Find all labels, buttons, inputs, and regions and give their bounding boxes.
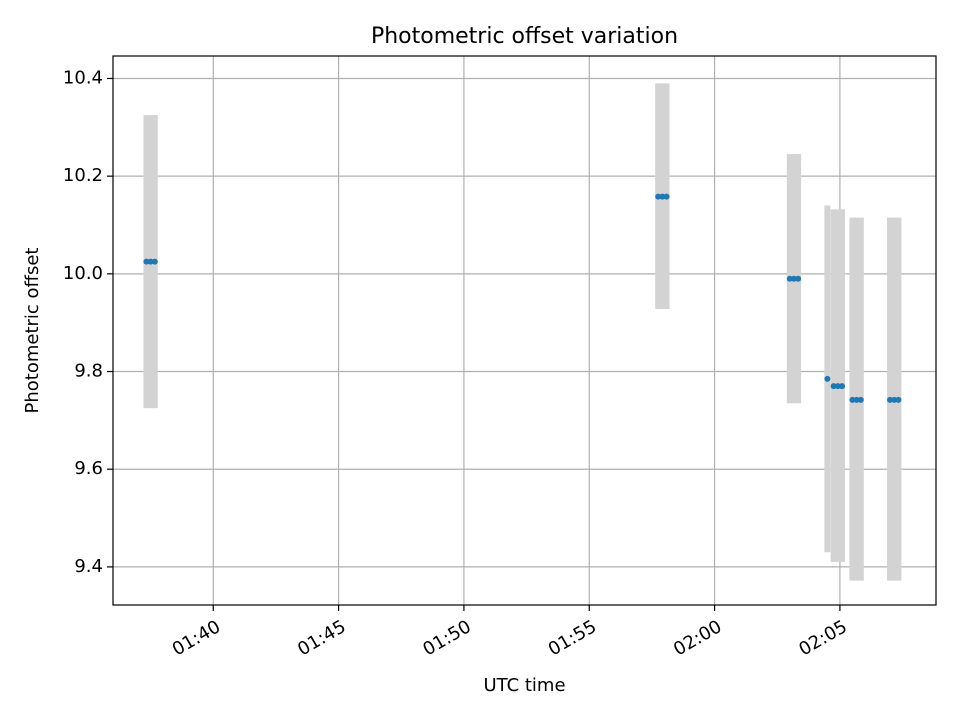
data-point [659, 193, 666, 200]
data-point [830, 383, 837, 390]
data-point [824, 375, 831, 382]
data-point [143, 258, 150, 265]
data-point [663, 193, 670, 200]
y-tick-label: 10.0 [63, 263, 103, 284]
data-point [834, 383, 841, 390]
chart-title: Photometric offset variation [371, 24, 678, 49]
y-axis-ticks: 9.4 9.6 9.8 10.0 10.2 10.4 [63, 67, 113, 577]
data-point [857, 396, 864, 403]
y-tick-label: 10.2 [63, 165, 103, 186]
y-tick-label: 10.4 [63, 67, 103, 88]
data-point [147, 258, 154, 265]
y-tick-label: 9.6 [74, 458, 103, 479]
data-point [655, 193, 662, 200]
plot-frame [112, 55, 937, 606]
data-point [151, 258, 158, 265]
data-point [891, 396, 898, 403]
y-tick-label: 9.4 [74, 556, 103, 577]
y-axis-label: Photometric offset [22, 248, 43, 414]
data-point [786, 275, 793, 282]
y-tick-label: 9.8 [74, 361, 103, 382]
data-point [790, 275, 797, 282]
data-point [849, 396, 856, 403]
x-axis-label: UTC time [483, 675, 565, 696]
data-point [895, 396, 902, 403]
data-points [143, 193, 902, 403]
data-point [887, 396, 894, 403]
data-point [839, 383, 846, 390]
data-point [853, 396, 860, 403]
data-point [795, 275, 802, 282]
